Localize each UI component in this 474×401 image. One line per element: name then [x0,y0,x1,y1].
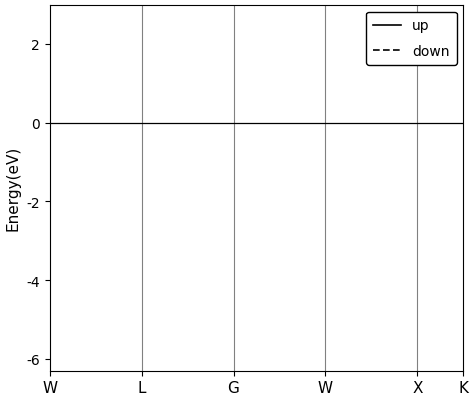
Legend: up, down: up, down [366,12,456,65]
Y-axis label: Energy(eV): Energy(eV) [6,146,20,231]
